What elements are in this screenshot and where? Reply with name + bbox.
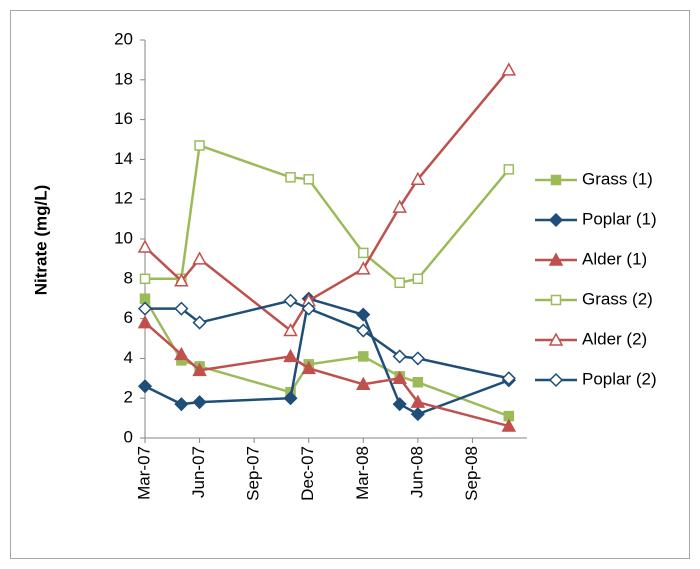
marker xyxy=(501,62,517,76)
marker xyxy=(548,332,564,346)
marker xyxy=(358,351,369,362)
marker xyxy=(137,379,153,394)
marker xyxy=(356,376,371,391)
marker xyxy=(358,247,369,259)
marker xyxy=(137,315,153,329)
y-tick-label: 8 xyxy=(124,268,133,287)
legend-label: Poplar (2) xyxy=(582,369,657,388)
y-axis-label: Nitrate (mg/L) xyxy=(31,185,50,296)
x-tick-label: Dec-07 xyxy=(298,446,317,501)
marker xyxy=(137,301,153,316)
marker xyxy=(283,348,298,363)
marker xyxy=(501,418,517,432)
marker xyxy=(303,174,314,185)
marker xyxy=(410,171,426,186)
x-tick-label: Mar-07 xyxy=(134,446,153,500)
chart-frame xyxy=(10,10,690,559)
marker xyxy=(394,277,405,289)
marker xyxy=(356,323,371,338)
y-tick-label: 6 xyxy=(124,308,133,327)
marker xyxy=(192,362,207,377)
marker xyxy=(550,294,562,306)
marker xyxy=(410,351,425,366)
x-tick-label: Jun-08 xyxy=(407,446,426,498)
marker xyxy=(283,293,298,308)
marker xyxy=(194,140,205,151)
marker xyxy=(412,377,424,388)
marker xyxy=(392,349,407,364)
marker xyxy=(301,360,316,375)
marker xyxy=(503,164,515,175)
y-tick-label: 18 xyxy=(114,69,133,88)
marker xyxy=(174,346,189,361)
y-tick-label: 16 xyxy=(114,109,133,128)
marker xyxy=(285,172,296,183)
marker xyxy=(356,307,371,322)
y-tick-label: 0 xyxy=(124,427,133,446)
marker xyxy=(356,261,371,275)
y-tick-label: 2 xyxy=(124,388,133,407)
marker xyxy=(392,370,407,385)
x-tick-label: Sep-07 xyxy=(244,446,263,501)
marker xyxy=(410,394,426,408)
marker xyxy=(301,301,316,316)
marker xyxy=(548,212,564,228)
marker xyxy=(192,251,207,265)
y-tick-label: 10 xyxy=(114,228,133,247)
legend-label: Grass (2) xyxy=(582,289,653,308)
legend-label: Poplar (1) xyxy=(582,209,657,228)
x-tick-label: Jun-07 xyxy=(189,446,208,498)
marker xyxy=(174,301,189,316)
marker xyxy=(137,239,153,253)
legend-label: Grass (1) xyxy=(582,169,653,188)
marker xyxy=(412,273,424,285)
legend-label: Alder (1) xyxy=(582,249,647,268)
marker xyxy=(174,273,189,287)
x-tick-label: Mar-08 xyxy=(353,446,372,500)
marker xyxy=(392,397,407,412)
marker xyxy=(192,395,207,410)
marker xyxy=(192,315,207,330)
marker xyxy=(283,322,298,337)
legend-label: Alder (2) xyxy=(582,329,647,348)
marker xyxy=(174,397,189,412)
marker xyxy=(548,372,564,388)
marker xyxy=(139,273,151,285)
y-tick-label: 4 xyxy=(124,348,133,367)
marker xyxy=(283,391,298,406)
x-tick-label: Sep-08 xyxy=(462,446,481,501)
marker xyxy=(548,252,564,266)
marker xyxy=(392,199,407,213)
marker xyxy=(410,407,425,422)
y-tick-label: 14 xyxy=(114,149,133,168)
marker xyxy=(501,371,516,386)
y-tick-label: 12 xyxy=(114,189,133,208)
marker xyxy=(550,174,562,186)
y-tick-label: 20 xyxy=(114,29,133,48)
